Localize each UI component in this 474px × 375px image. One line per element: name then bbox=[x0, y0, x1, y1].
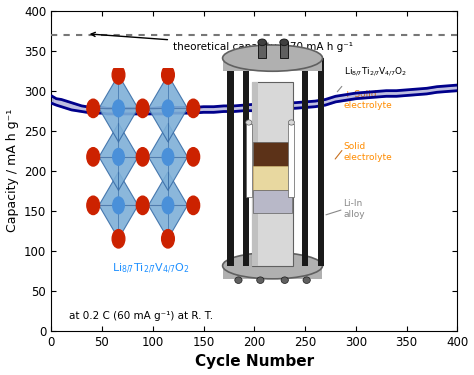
Text: + Solid
electrolyte: + Solid electrolyte bbox=[344, 90, 392, 110]
Text: at 0.2 C (60 mA g⁻¹) at R. T.: at 0.2 C (60 mA g⁻¹) at R. T. bbox=[70, 311, 214, 321]
Text: Li$_{8/7}$Ti$_{2/7}$V$_{4/7}$O$_2$: Li$_{8/7}$Ti$_{2/7}$V$_{4/7}$O$_2$ bbox=[344, 65, 407, 78]
Y-axis label: Capacity / mA h g⁻¹: Capacity / mA h g⁻¹ bbox=[6, 109, 18, 232]
Text: theoretical capacity, 370 mA h g⁻¹: theoretical capacity, 370 mA h g⁻¹ bbox=[91, 32, 353, 52]
Text: Li-In
alloy: Li-In alloy bbox=[344, 199, 365, 219]
X-axis label: Cycle Number: Cycle Number bbox=[195, 354, 314, 369]
Text: Li$_{8/7}$Ti$_{2/7}$V$_{4/7}$O$_2$: Li$_{8/7}$Ti$_{2/7}$V$_{4/7}$O$_2$ bbox=[112, 261, 190, 276]
Text: Solid
electrolyte: Solid electrolyte bbox=[344, 141, 392, 162]
